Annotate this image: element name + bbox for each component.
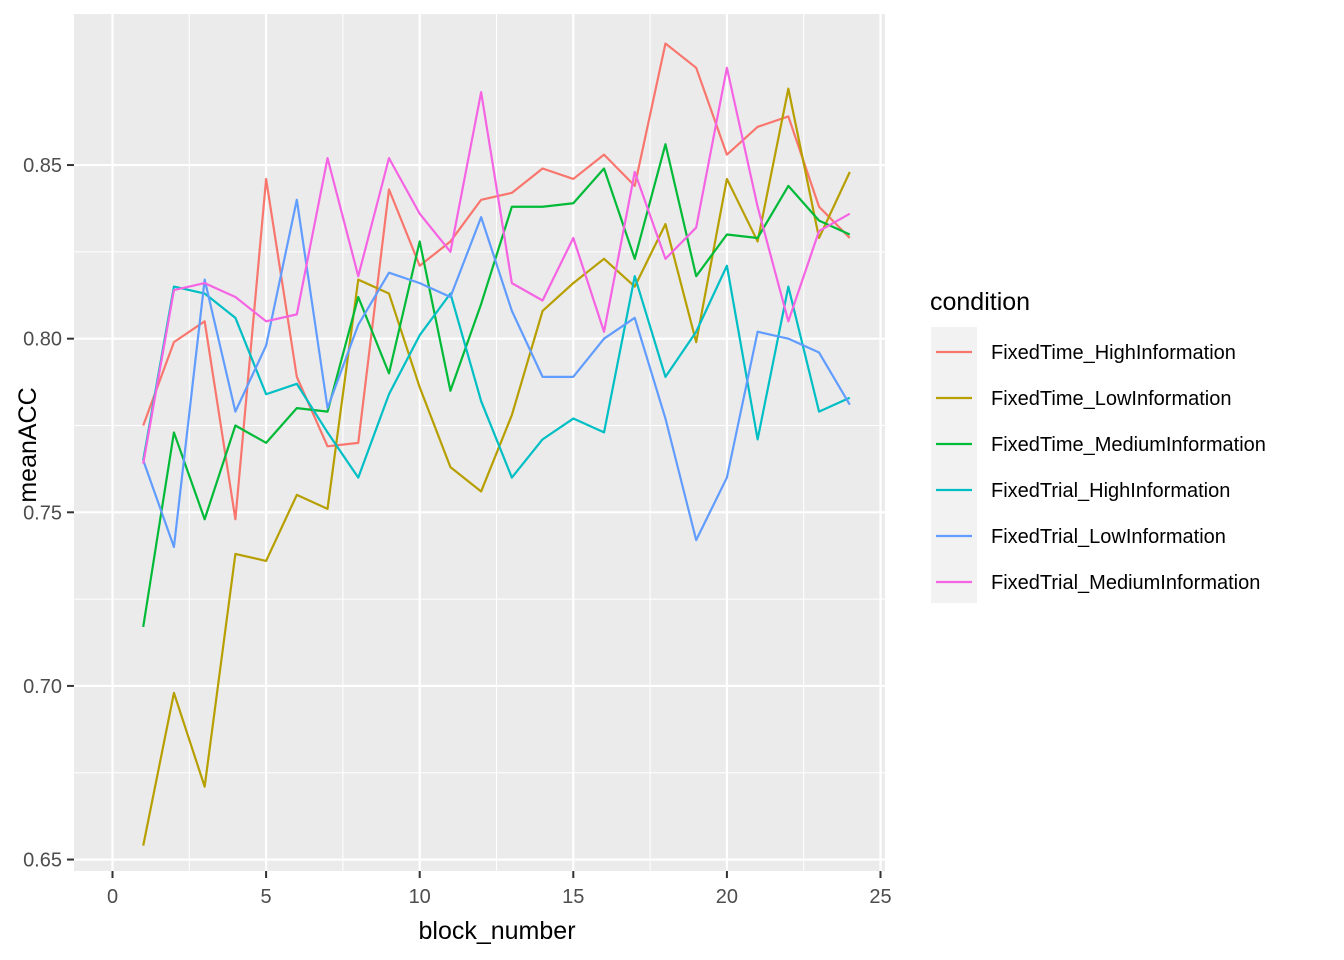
y-tick-label: 0.65 xyxy=(23,850,62,872)
x-tick-label: 5 xyxy=(261,886,272,908)
series-lines xyxy=(142,42,851,846)
legend-label-fixedtime-highinformation: FixedTime_HighInformation xyxy=(991,342,1236,364)
legend-label-fixedtrial-lowinformation: FixedTrial_LowInformation xyxy=(991,526,1226,548)
plot-panel xyxy=(74,14,885,871)
series-line-fixedtrial-highinformation xyxy=(142,264,851,479)
series-line-fixedtrial-lowinformation xyxy=(142,198,851,549)
y-tick-label: 0.75 xyxy=(23,502,62,524)
x-tick-label: 15 xyxy=(562,886,584,908)
x-tick-label: 20 xyxy=(716,886,738,908)
legend-key-background xyxy=(931,327,977,603)
series-line-fixedtime-mediuminformation xyxy=(142,143,851,628)
x-tick-label: 10 xyxy=(409,886,431,908)
series-line-fixedtrial-mediuminformation xyxy=(142,66,851,464)
y-tick-label: 0.70 xyxy=(23,676,62,698)
legend-label-fixedtime-mediuminformation: FixedTime_MediumInformation xyxy=(991,434,1266,456)
legend-label-fixedtrial-highinformation: FixedTrial_HighInformation xyxy=(991,480,1230,502)
x-tick-label: 25 xyxy=(869,886,891,908)
legend: condition FixedTime_HighInformation Fixed… xyxy=(930,288,1266,603)
y-tick-label: 0.80 xyxy=(23,329,62,351)
legend-label-fixedtime-lowinformation: FixedTime_LowInformation xyxy=(991,388,1231,410)
x-tick-label: 0 xyxy=(107,886,118,908)
series-line-fixedtime-highinformation xyxy=(142,42,851,521)
legend-label-fixedtrial-mediuminformation: FixedTrial_MediumInformation xyxy=(991,572,1260,594)
y-tick-label: 0.85 xyxy=(23,155,62,177)
series-line-fixedtime-lowinformation xyxy=(142,87,851,846)
x-axis-title: block_number xyxy=(418,917,575,945)
legend-title: condition xyxy=(930,288,1030,316)
y-axis-title: meanACC xyxy=(14,387,42,502)
axes: 0 5 10 15 20 25 0.65 0.70 0.75 0.80 0.85 xyxy=(23,155,892,908)
